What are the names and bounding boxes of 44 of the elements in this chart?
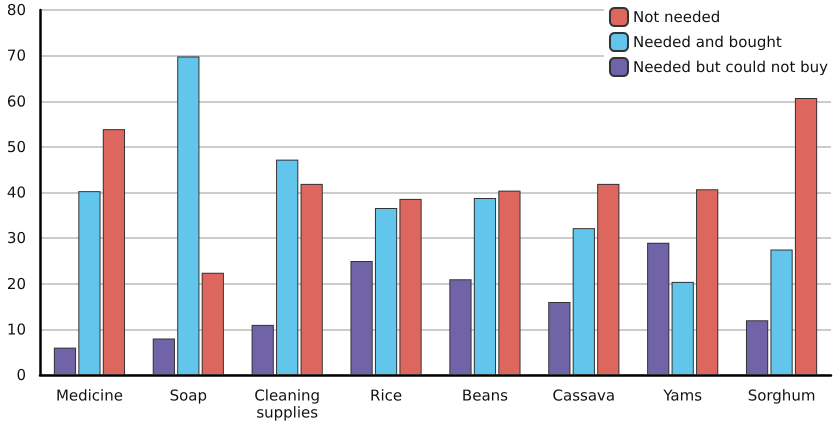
bar xyxy=(498,190,521,375)
x-tick-label: Medicine xyxy=(56,386,123,404)
legend-label: Needed and bought xyxy=(632,33,782,51)
bar xyxy=(572,228,595,375)
x-tick-label: Cleaning supplies xyxy=(254,386,320,422)
x-tick-label: Cassava xyxy=(552,386,616,404)
bar xyxy=(54,348,76,375)
x-tick-label: Yams xyxy=(662,386,702,404)
bar xyxy=(474,198,496,375)
bar xyxy=(252,324,274,375)
x-tick-label: Beans xyxy=(462,386,508,404)
y-tick-label: 20 xyxy=(6,274,26,293)
bar xyxy=(548,302,570,375)
legend-label: Needed but could not buy xyxy=(632,58,828,76)
bar xyxy=(449,279,472,375)
bar xyxy=(794,98,818,375)
bar xyxy=(672,282,694,375)
y-tick-label: 30 xyxy=(6,229,26,248)
y-tick-label: 0 xyxy=(16,366,26,384)
legend-label: Not needed xyxy=(632,8,720,26)
bar xyxy=(746,320,768,375)
y-tick-label: 80 xyxy=(6,1,26,19)
x-tick-label: Sorghum xyxy=(748,386,816,404)
y-tick-label: 60 xyxy=(6,92,26,110)
bar xyxy=(399,198,422,375)
bar xyxy=(696,189,718,375)
bar xyxy=(152,338,175,375)
bar xyxy=(276,160,298,375)
y-tick-label: 50 xyxy=(6,138,26,156)
y-tick-label: 70 xyxy=(6,46,26,65)
bar xyxy=(202,272,224,375)
bar xyxy=(102,129,126,375)
bar xyxy=(374,208,398,375)
bar xyxy=(350,260,373,375)
bar xyxy=(647,242,670,375)
bar xyxy=(78,191,101,375)
bar xyxy=(597,184,620,375)
bar xyxy=(770,250,793,375)
bar xyxy=(177,56,200,375)
bar xyxy=(300,184,323,375)
x-tick-label: Rice xyxy=(370,386,402,404)
x-tick-label: Soap xyxy=(170,386,208,404)
y-tick-label: 10 xyxy=(6,320,26,338)
y-tick-label: 40 xyxy=(6,184,26,202)
